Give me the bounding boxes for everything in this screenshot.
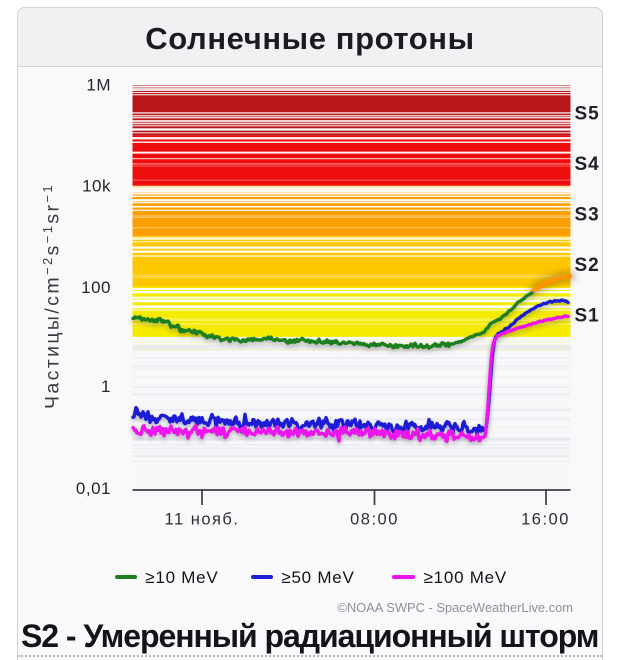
svg-text:11 нояб.: 11 нояб. [165,511,240,529]
svg-text:Частицы/cm−2s−1sr−1: Частицы/cm−2s−1sr−1 [40,183,64,409]
svg-text:1M: 1M [86,76,111,95]
svg-text:100: 100 [81,278,111,297]
svg-text:10k: 10k [82,177,111,196]
svg-text:S4: S4 [575,154,600,175]
svg-text:S3: S3 [575,205,600,226]
svg-text:S1: S1 [575,306,600,327]
svg-text:08:00: 08:00 [350,511,399,529]
svg-text:1: 1 [101,377,111,396]
svg-text:S2: S2 [575,255,600,276]
svg-text:16:00: 16:00 [521,511,570,529]
svg-text:0,01: 0,01 [76,479,111,498]
svg-text:S5: S5 [575,104,600,125]
